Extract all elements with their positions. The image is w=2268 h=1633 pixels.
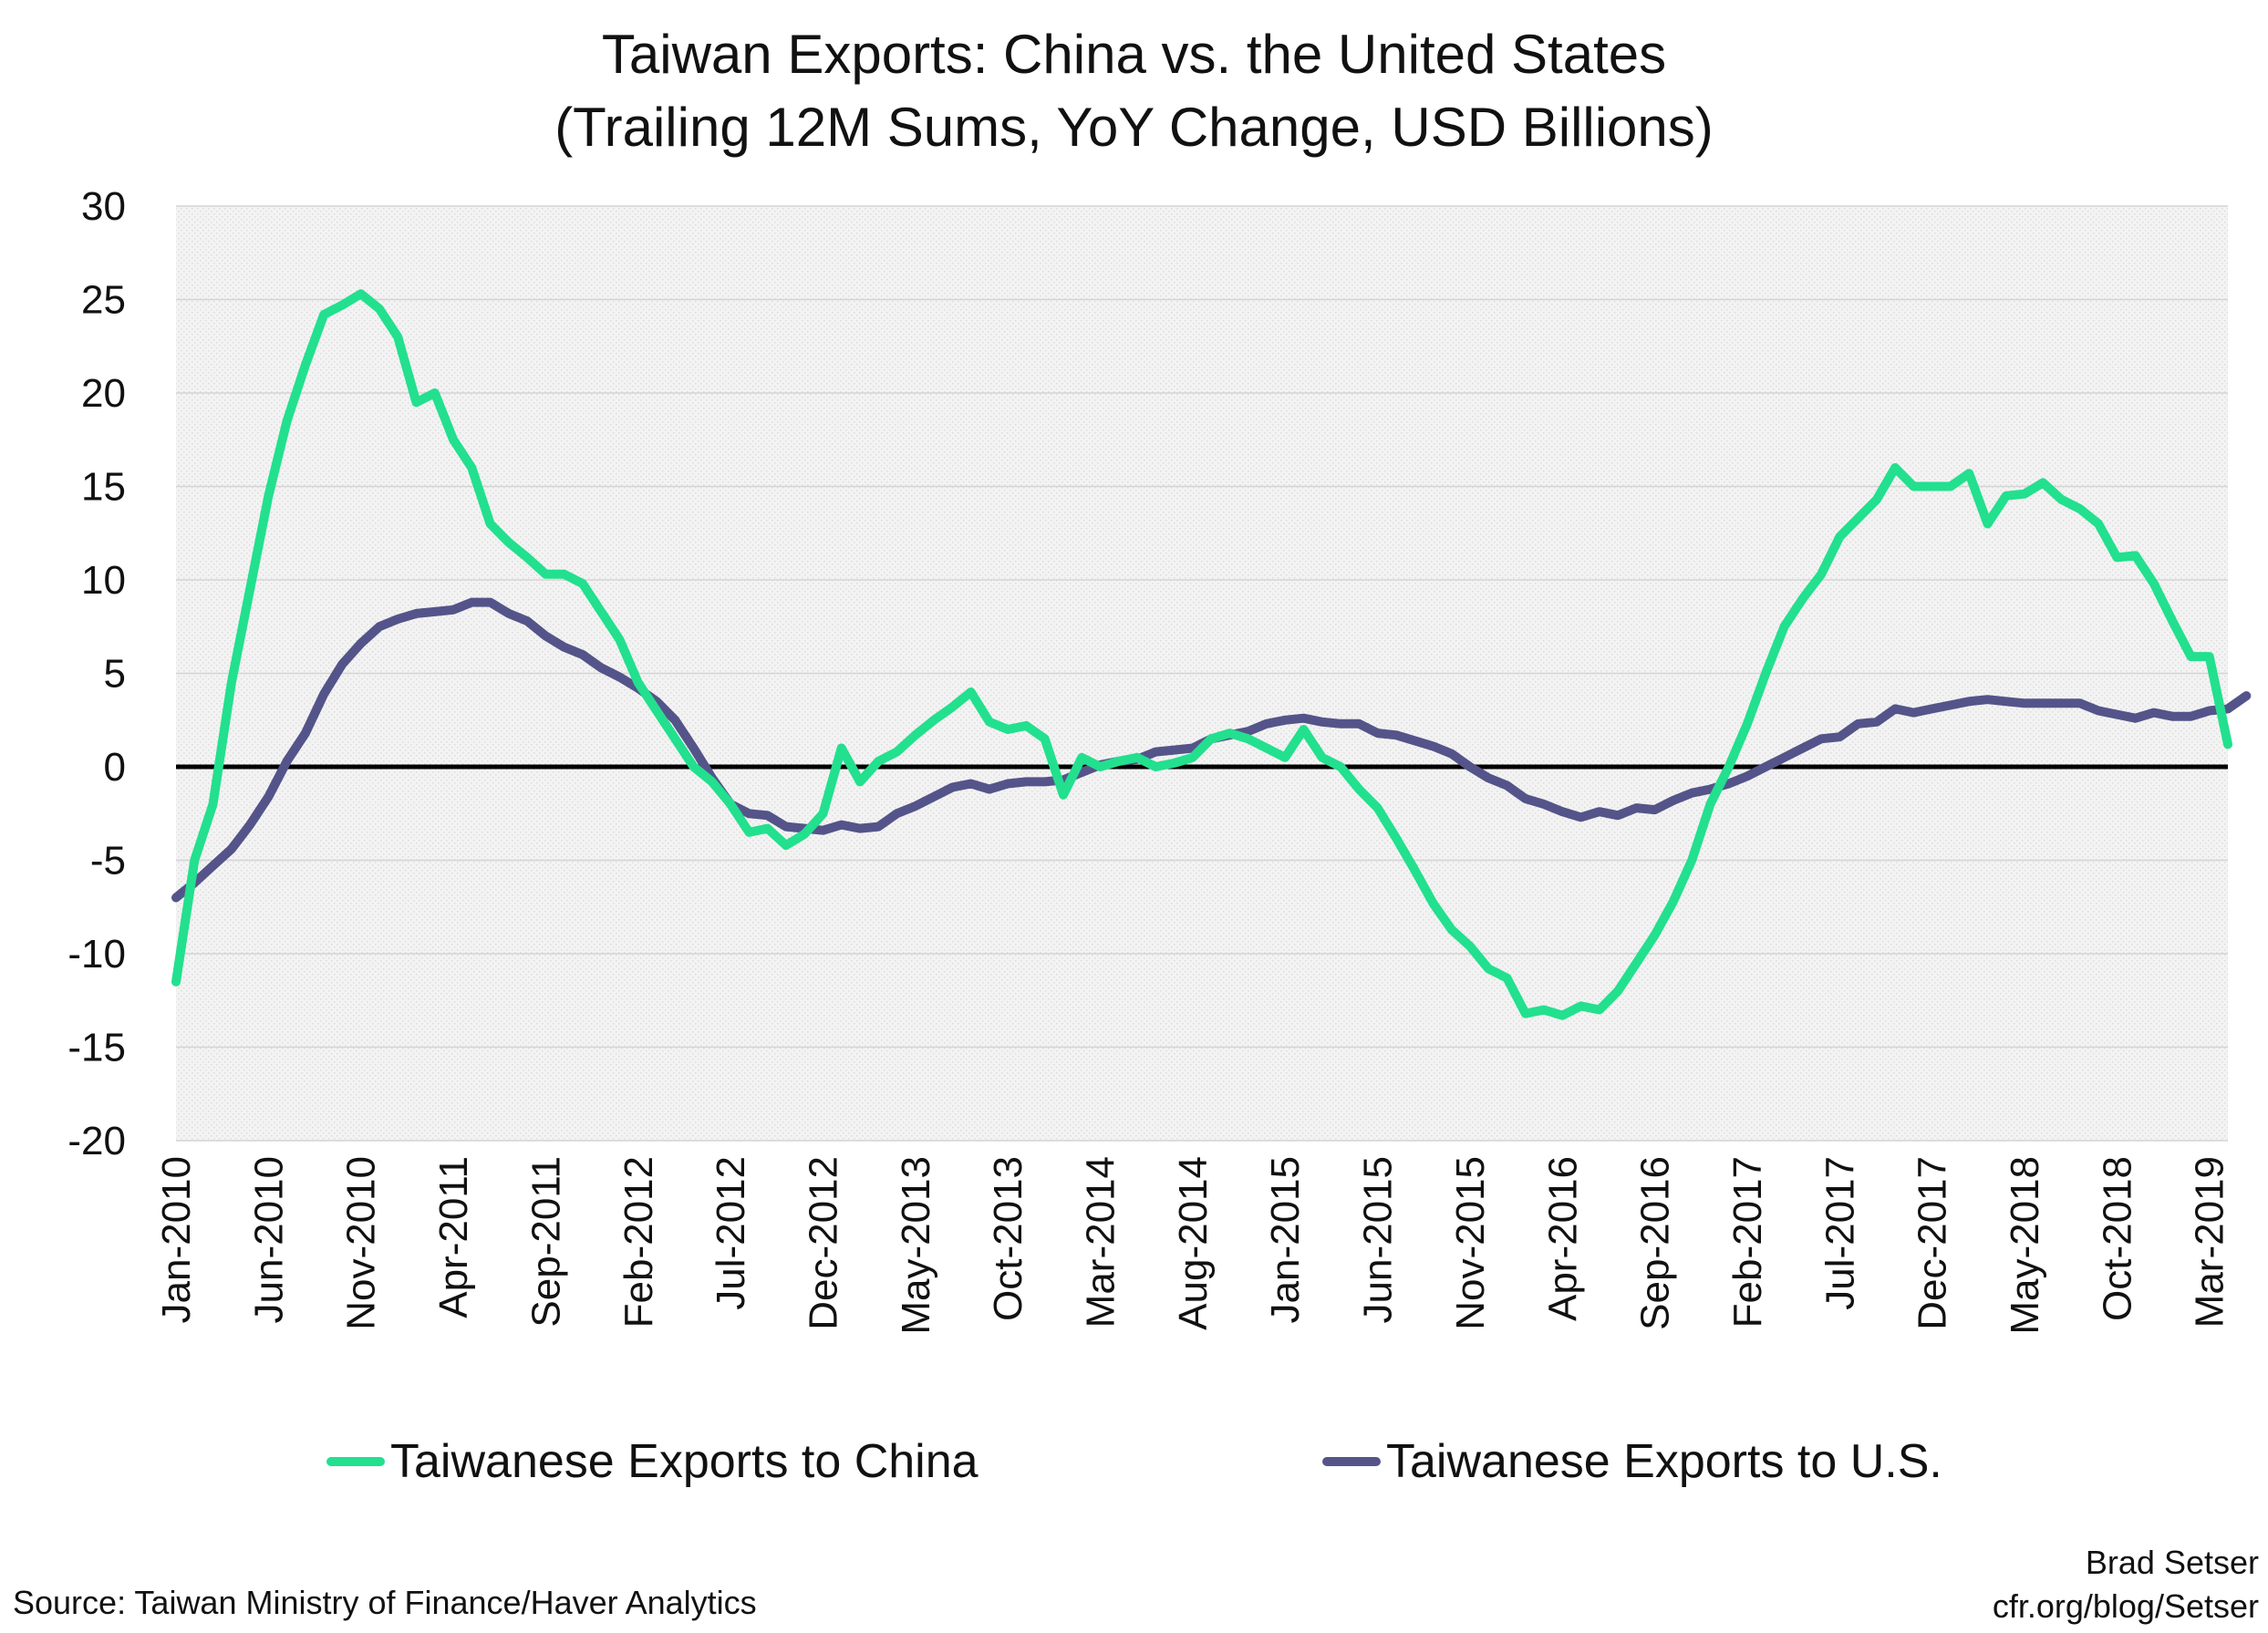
legend-item-us: Taiwanese Exports to U.S.: [1322, 1430, 1942, 1493]
credit-url: cfr.org/blog/Setser: [1992, 1587, 2259, 1625]
y-tick-label: 5: [104, 652, 126, 697]
x-tick-label: Apr-2016: [1540, 1156, 1585, 1321]
legend-swatch-china: [326, 1457, 385, 1466]
x-tick-label: Jan-2010: [154, 1156, 199, 1323]
series-line: [171, 289, 2232, 1020]
x-tick-label: Jun-2015: [1356, 1156, 1401, 1323]
chart-subtitle: (Trailing 12M Sums, YoY Change, USD Bill…: [554, 97, 1714, 158]
x-tick-label: Aug-2014: [1171, 1156, 1216, 1330]
legend-label-china: Taiwanese Exports to China: [390, 1435, 979, 1488]
y-tick-label: -10: [67, 932, 126, 977]
x-tick-label: Mar-2014: [1079, 1156, 1124, 1328]
x-tick-label: Jun-2010: [246, 1156, 291, 1323]
legend-swatch-us: [1322, 1457, 1381, 1466]
x-tick-label: Sep-2011: [523, 1156, 568, 1328]
x-tick-label: Apr-2011: [431, 1156, 476, 1318]
x-tick-label: Jan-2015: [1263, 1156, 1308, 1323]
x-tick-label: Sep-2016: [1633, 1156, 1678, 1330]
x-tick-label: Nov-2015: [1448, 1156, 1493, 1330]
chart-title: Taiwan Exports: China vs. the United Sta…: [601, 24, 1667, 85]
legend-label-us: Taiwanese Exports to U.S.: [1386, 1435, 1942, 1488]
x-axis: Jan-2010 Jun-2010 Nov-2010 Apr-2011 Sep-2011…: [154, 1156, 2232, 1335]
x-tick-label: Jul-2017: [1818, 1156, 1862, 1310]
x-tick-label: Feb-2017: [1725, 1156, 1770, 1328]
x-tick-label: Mar-2019: [2188, 1156, 2232, 1328]
x-tick-label: Oct-2013: [986, 1156, 1030, 1321]
x-tick-label: Dec-2017: [1911, 1156, 1955, 1330]
y-tick-label: -20: [67, 1119, 126, 1163]
x-tick-label: Feb-2012: [616, 1156, 661, 1328]
y-tick-label: 10: [81, 558, 126, 603]
y-tick-label: -5: [90, 839, 126, 884]
x-tick-label: May-2018: [2003, 1156, 2047, 1335]
y-axis: 30 25 20 15 10 5 0 -5 -10 -15 -20: [67, 184, 126, 1163]
y-tick-label: 20: [81, 371, 126, 416]
y-tick-label: 30: [81, 184, 126, 229]
x-tick-label: May-2013: [894, 1156, 938, 1335]
x-tick-label: Jul-2012: [709, 1156, 753, 1310]
y-tick-label: 25: [81, 278, 126, 323]
x-tick-label: Dec-2012: [801, 1156, 845, 1330]
x-tick-label: Oct-2018: [2095, 1156, 2139, 1321]
credit-block: Brad Setser cfr.org/blog/Setser: [1993, 1541, 2259, 1628]
source-note: Source: Taiwan Ministry of Finance/Haver…: [13, 1584, 757, 1621]
legend-item-china: Taiwanese Exports to China: [326, 1430, 979, 1493]
credit-name: Brad Setser: [2085, 1544, 2259, 1581]
series-lines: [171, 289, 2252, 1020]
y-tick-label: 0: [104, 745, 126, 790]
y-tick-label: -15: [67, 1026, 126, 1070]
y-tick-label: 15: [81, 465, 126, 510]
x-tick-label: Nov-2010: [339, 1156, 384, 1330]
